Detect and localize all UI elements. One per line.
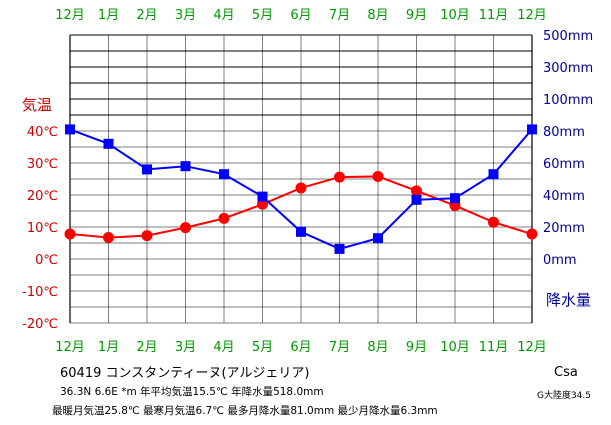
precipitation-point bbox=[219, 169, 229, 180]
temperature-tick-label: 0℃ bbox=[35, 253, 58, 268]
month-label-top: 11月 bbox=[479, 8, 509, 23]
precipitation-tick-label: 60mm bbox=[543, 157, 585, 172]
precipitation-tick-label: 300mm bbox=[543, 61, 593, 76]
precipitation-tick-label: 0mm bbox=[543, 253, 577, 268]
temperature-point bbox=[64, 228, 76, 240]
month-label-bottom: 9月 bbox=[406, 340, 427, 355]
month-label-top: 7月 bbox=[329, 8, 350, 23]
precipitation-point bbox=[334, 243, 345, 254]
precipitation-point bbox=[180, 161, 191, 172]
precipitation-axis-label: 降水量 bbox=[546, 291, 591, 309]
precipitation-point bbox=[527, 124, 537, 135]
station-title: 60419 コンスタンティーヌ(アルジェリア) bbox=[60, 366, 310, 381]
temperature-point bbox=[103, 232, 114, 244]
month-label-bottom: 1月 bbox=[98, 340, 119, 355]
station-summary: 36.3N 6.6E *m 年平均気温15.5℃ 年降水量518.0mm bbox=[60, 386, 324, 398]
month-label-top: 8月 bbox=[367, 8, 388, 23]
station-extremes: 最暖月気温25.8℃ 最寒月気温6.7℃ 最多月降水量81.0mm 最少月降水量… bbox=[52, 405, 438, 417]
month-label-bottom: 3月 bbox=[175, 340, 196, 355]
temperature-axis-label: 気温 bbox=[22, 96, 52, 114]
precipitation-point bbox=[373, 233, 383, 244]
temperature-point bbox=[488, 216, 499, 228]
temperature-tick-label: 20℃ bbox=[27, 189, 58, 204]
month-label-bottom: 4月 bbox=[213, 340, 234, 355]
precipitation-tick-label: 40mm bbox=[543, 189, 585, 204]
precipitation-tick-label: 20mm bbox=[543, 221, 585, 236]
temperature-point bbox=[411, 185, 422, 197]
month-label-top: 1月 bbox=[98, 8, 119, 23]
temperature-point bbox=[334, 171, 345, 183]
month-label-bottom: 6月 bbox=[290, 340, 311, 355]
top-month-labels: 12月 1月 2月 3月 4月 5月 6月 7月 8月 9月 10月 11月 12月 bbox=[55, 8, 547, 23]
month-label-top: 6月 bbox=[290, 8, 311, 23]
month-label-top: 12月 bbox=[55, 8, 85, 23]
month-label-bottom: 2月 bbox=[136, 340, 157, 355]
month-label-bottom: 10月 bbox=[440, 340, 470, 355]
month-label-bottom: 7月 bbox=[329, 340, 350, 355]
precipitation-tick-label: 500mm bbox=[543, 29, 593, 44]
month-label-top: 3月 bbox=[175, 8, 196, 23]
month-label-bottom: 5月 bbox=[252, 340, 273, 355]
temperature-tick-label: 40℃ bbox=[27, 125, 58, 140]
temperature-point bbox=[180, 222, 191, 234]
precipitation-point bbox=[65, 124, 75, 135]
month-label-top: 10月 bbox=[440, 8, 470, 23]
precipitation-point bbox=[450, 193, 460, 204]
series-markers bbox=[64, 124, 538, 254]
month-label-top: 4月 bbox=[213, 8, 234, 23]
precipitation-point bbox=[411, 194, 422, 205]
temperature-tick-labels: 40℃ 30℃ 20℃ 10℃ 0℃ -10℃ -20℃ bbox=[22, 125, 58, 332]
temperature-tick-label: -10℃ bbox=[22, 285, 58, 300]
precipitation-point bbox=[103, 138, 114, 149]
climate-code: Csa bbox=[554, 365, 578, 380]
precipitation-point bbox=[142, 164, 152, 175]
month-label-bottom: 8月 bbox=[367, 340, 388, 355]
month-label-bottom: 12月 bbox=[55, 340, 85, 355]
precipitation-point bbox=[296, 226, 306, 237]
month-label-top: 2月 bbox=[136, 8, 157, 23]
bottom-month-labels: 12月 1月 2月 3月 4月 5月 6月 7月 8月 9月 10月 11月 12月 bbox=[55, 340, 547, 355]
month-label-top: 5月 bbox=[252, 8, 273, 23]
month-label-top: 9月 bbox=[406, 8, 427, 23]
temperature-point bbox=[141, 230, 153, 242]
temperature-tick-label: 30℃ bbox=[27, 157, 58, 172]
temperature-tick-label: -20℃ bbox=[22, 317, 58, 332]
temperature-point bbox=[372, 170, 384, 182]
month-label-bottom: 12月 bbox=[517, 340, 547, 355]
temperature-tick-label: 10℃ bbox=[27, 221, 58, 236]
precipitation-point bbox=[257, 191, 268, 202]
temperature-point bbox=[526, 228, 538, 240]
precipitation-tick-label: 80mm bbox=[543, 125, 585, 140]
temperature-point bbox=[295, 182, 307, 194]
precipitation-tick-labels: 100mm 300mm 500mm 80mm 60mm 40mm 20mm 0mm bbox=[543, 29, 593, 268]
temperature-point bbox=[218, 212, 230, 224]
chart-axes bbox=[69, 35, 533, 323]
continentality-index: G大陸度34.5 bbox=[537, 391, 592, 401]
precipitation-tick-label: 100mm bbox=[543, 93, 593, 108]
month-label-bottom: 11月 bbox=[479, 340, 509, 355]
grid-lines bbox=[69, 34, 533, 324]
month-label-top: 12月 bbox=[517, 8, 547, 23]
precipitation-point bbox=[488, 169, 499, 180]
